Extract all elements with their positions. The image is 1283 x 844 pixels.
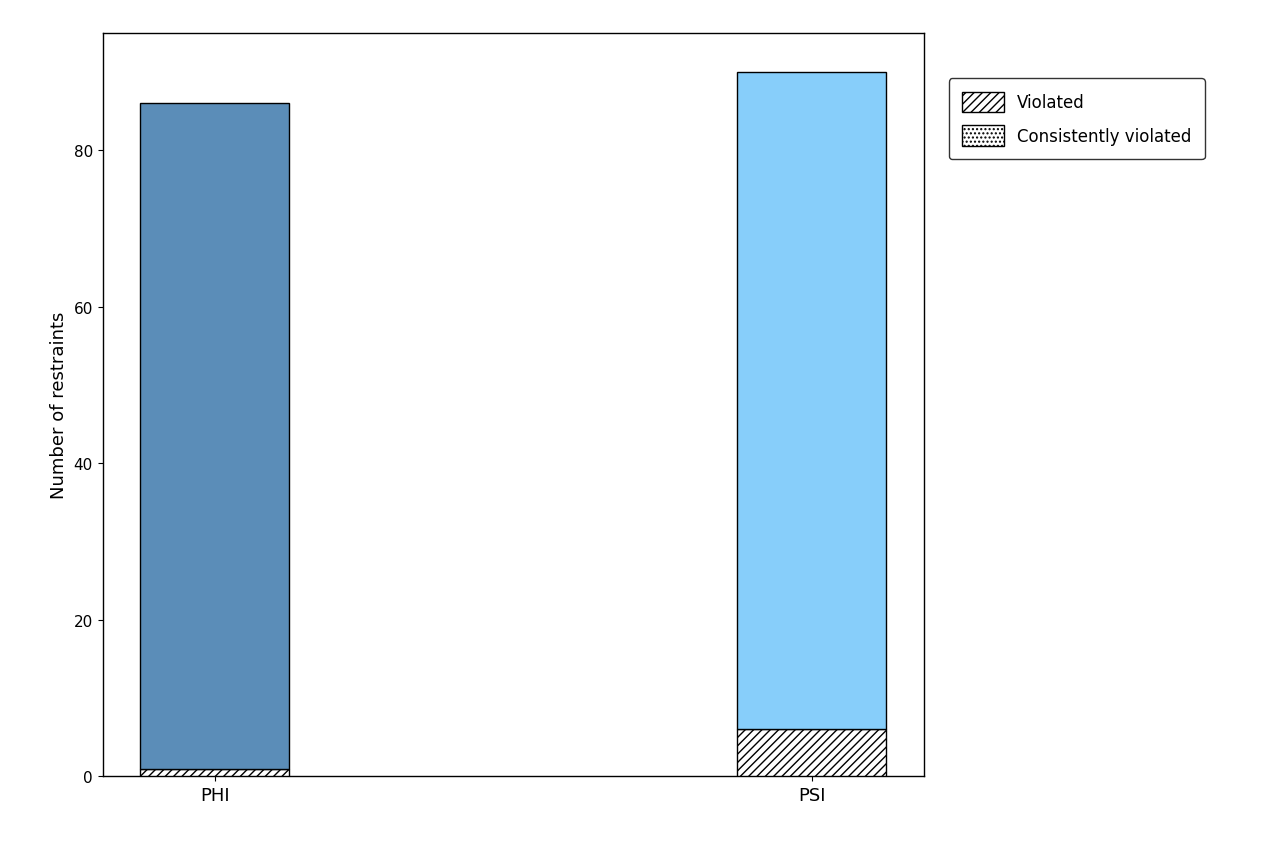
- Bar: [140, 104, 289, 769]
- Bar: [140, 769, 289, 776]
- Bar: [738, 73, 887, 729]
- Legend: Violated, Consistently violated: Violated, Consistently violated: [948, 79, 1205, 160]
- Bar: [738, 729, 887, 776]
- Y-axis label: Number of restraints: Number of restraints: [50, 311, 68, 499]
